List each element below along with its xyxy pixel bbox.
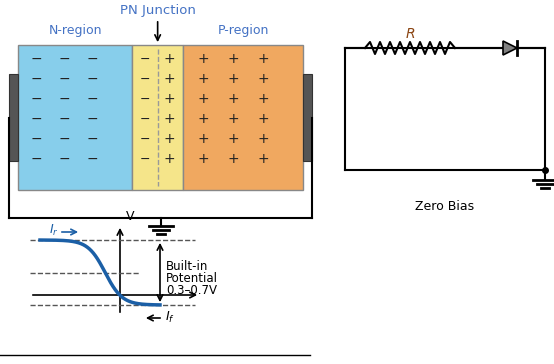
Text: +: + xyxy=(197,152,209,166)
Text: −: − xyxy=(140,153,150,166)
Text: −: − xyxy=(58,112,70,126)
Text: −: − xyxy=(140,72,150,86)
Text: −: − xyxy=(86,92,98,106)
Text: +: + xyxy=(163,112,175,126)
Text: −: − xyxy=(58,152,70,166)
Text: Potential: Potential xyxy=(166,272,218,285)
Text: +: + xyxy=(197,52,209,66)
Text: −: − xyxy=(58,72,70,86)
Text: +: + xyxy=(163,52,175,66)
Text: +: + xyxy=(228,52,239,66)
Text: −: − xyxy=(86,132,98,146)
Text: V: V xyxy=(126,210,135,223)
Text: −: − xyxy=(30,52,42,66)
Text: +: + xyxy=(258,52,269,66)
Text: +: + xyxy=(228,72,239,86)
Text: +: + xyxy=(163,72,175,86)
Text: −: − xyxy=(140,52,150,66)
Text: 0.3–0.7V: 0.3–0.7V xyxy=(166,284,217,297)
Text: −: − xyxy=(86,72,98,86)
Text: N-region: N-region xyxy=(48,24,102,37)
Text: +: + xyxy=(228,92,239,106)
Text: −: − xyxy=(86,112,98,126)
Text: Zero Bias: Zero Bias xyxy=(416,200,475,213)
Text: +: + xyxy=(163,152,175,166)
Text: −: − xyxy=(30,132,42,146)
Text: −: − xyxy=(30,92,42,106)
Text: −: − xyxy=(58,92,70,106)
Text: +: + xyxy=(163,132,175,146)
Polygon shape xyxy=(503,41,517,55)
Text: P-region: P-region xyxy=(218,24,269,37)
Text: PN Junction: PN Junction xyxy=(120,4,196,17)
Text: −: − xyxy=(140,132,150,146)
Text: +: + xyxy=(258,72,269,86)
Text: R: R xyxy=(405,27,415,41)
Text: +: + xyxy=(258,92,269,106)
Text: +: + xyxy=(197,132,209,146)
Text: +: + xyxy=(197,72,209,86)
Text: −: − xyxy=(86,52,98,66)
Text: +: + xyxy=(228,152,239,166)
Text: −: − xyxy=(30,112,42,126)
Bar xyxy=(183,45,303,190)
Text: +: + xyxy=(197,112,209,126)
Text: +: + xyxy=(258,112,269,126)
Bar xyxy=(9,74,18,161)
Text: Built-in: Built-in xyxy=(166,260,208,273)
Bar xyxy=(303,74,312,161)
Text: −: − xyxy=(58,52,70,66)
Text: −: − xyxy=(30,152,42,166)
Text: +: + xyxy=(258,152,269,166)
Text: $I_f$: $I_f$ xyxy=(165,309,175,325)
Text: $I_r$: $I_r$ xyxy=(49,222,59,238)
Bar xyxy=(18,45,132,190)
Text: −: − xyxy=(30,72,42,86)
Text: +: + xyxy=(197,92,209,106)
Text: +: + xyxy=(258,132,269,146)
Text: +: + xyxy=(228,132,239,146)
Text: +: + xyxy=(228,112,239,126)
Text: +: + xyxy=(163,92,175,106)
Text: −: − xyxy=(58,132,70,146)
Bar xyxy=(132,45,183,190)
Text: −: − xyxy=(86,152,98,166)
Text: −: − xyxy=(140,112,150,126)
Text: −: − xyxy=(140,92,150,106)
